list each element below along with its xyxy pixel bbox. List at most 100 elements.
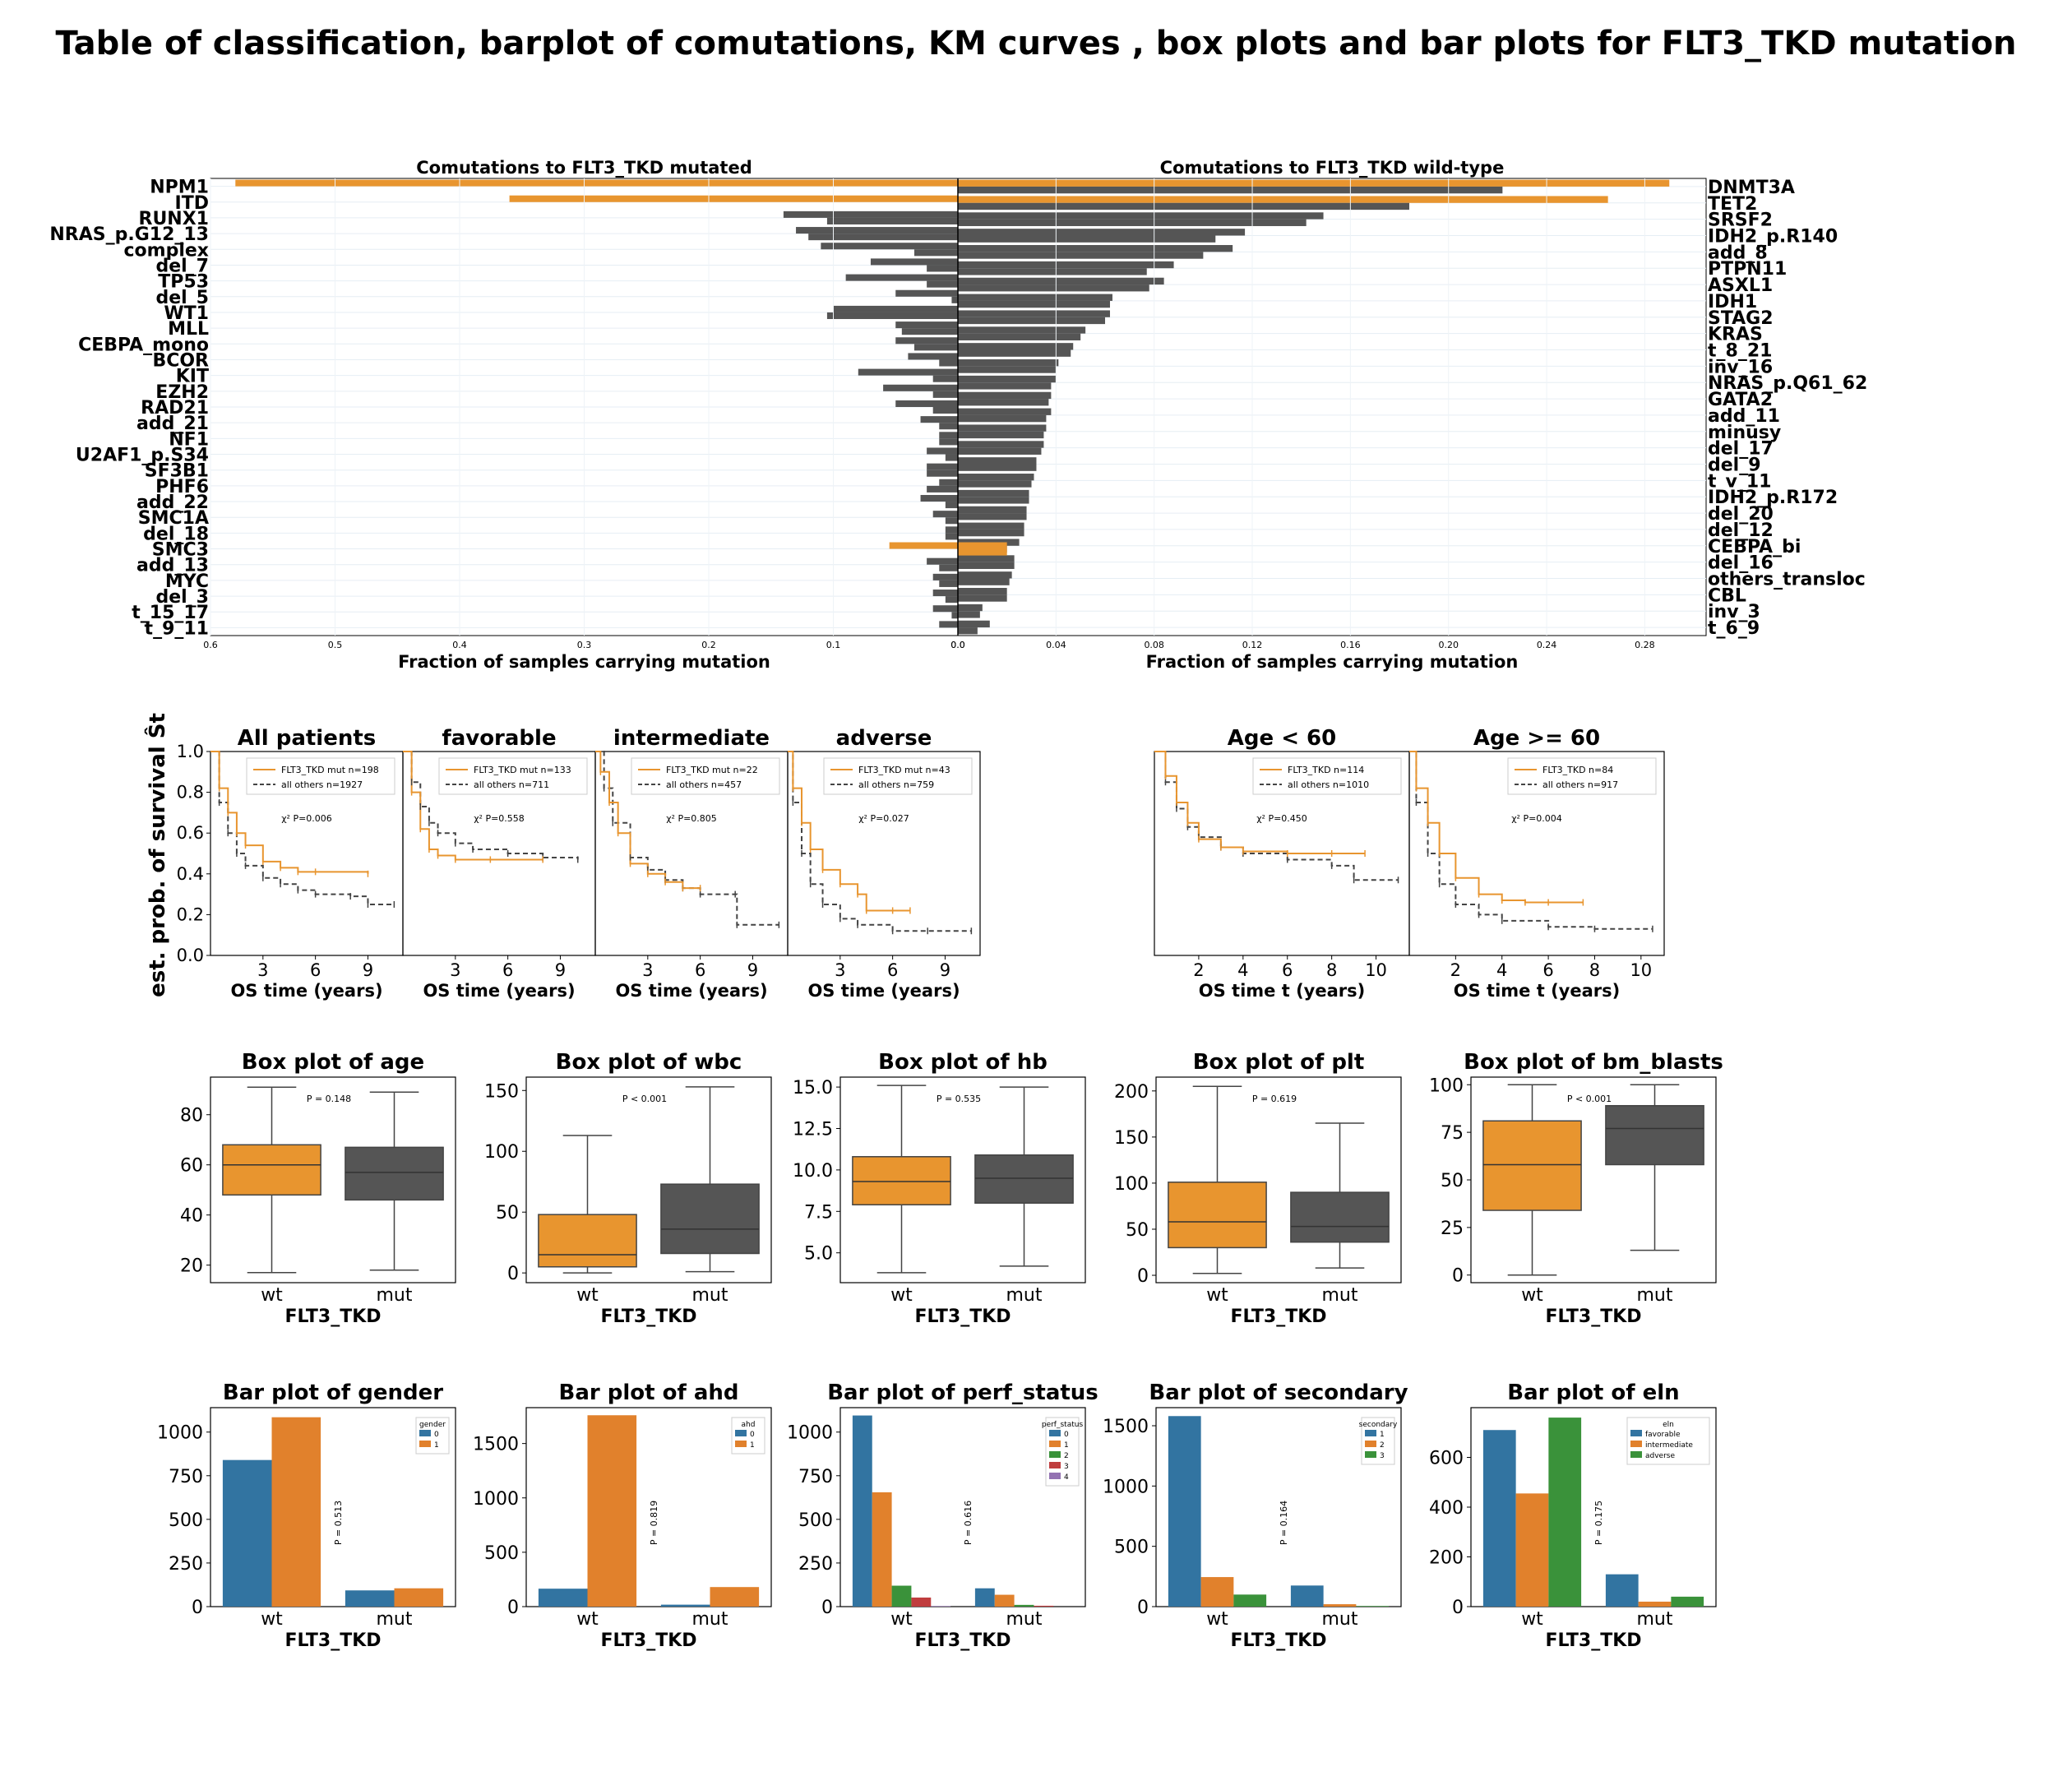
bar-legend-label: 0 xyxy=(750,1431,755,1439)
comut-bar xyxy=(939,423,958,430)
comut-bar xyxy=(920,416,958,423)
comut-bar xyxy=(958,441,1044,448)
bar-rect xyxy=(222,1459,272,1607)
box-ytick: 75 xyxy=(1441,1123,1464,1144)
comut-bar xyxy=(958,268,1147,275)
km-title: intermediate xyxy=(613,726,770,751)
km-pvalue: χ² P=0.027 xyxy=(858,813,909,824)
comut-left-label: NPM1 xyxy=(150,178,209,198)
comut-bar xyxy=(951,612,958,619)
comut-right-tick: 0.20 xyxy=(1438,640,1459,650)
comut-left-label: t_9_11 xyxy=(145,618,209,639)
km-ytick: 0.0 xyxy=(177,946,204,965)
km-ytick: 1.0 xyxy=(177,742,204,761)
bar-rect xyxy=(931,1606,951,1607)
comut-bar xyxy=(945,502,958,509)
bar-legend-swatch xyxy=(419,1441,431,1447)
comut-bar xyxy=(945,596,958,604)
comut-right-tick: 0.24 xyxy=(1537,640,1557,650)
km-legend xyxy=(438,757,588,795)
box-title: Box plot of plt xyxy=(1193,1050,1365,1075)
km-legend xyxy=(246,757,395,795)
bar-rect xyxy=(1014,1604,1034,1607)
bar-xtick: mut xyxy=(377,1609,413,1630)
comut-bar xyxy=(932,375,958,382)
km-pvalue: χ² P=0.450 xyxy=(1256,813,1307,824)
comut-bar xyxy=(958,284,1149,292)
comut-bar xyxy=(833,305,958,312)
bar-ytick: 600 xyxy=(1429,1449,1464,1469)
comut-bar xyxy=(808,234,958,241)
km-xtick: 6 xyxy=(502,960,513,980)
km-curve-others xyxy=(403,751,579,860)
comut-bar xyxy=(958,414,1047,423)
box-pvalue: P = 0.619 xyxy=(1252,1094,1297,1104)
bar-ytick: 750 xyxy=(798,1467,833,1487)
km-xtick: 3 xyxy=(257,960,268,980)
box-title: Box plot of age xyxy=(242,1050,424,1075)
bar-ytick: 1000 xyxy=(1103,1477,1149,1497)
comut-bar xyxy=(932,407,958,414)
bar-legend-label: adverse xyxy=(1645,1452,1675,1460)
comut-bar xyxy=(958,300,1110,308)
bar-legend-swatch xyxy=(1049,1462,1061,1468)
bar-pvalue: P = 0.819 xyxy=(649,1501,659,1545)
comut-left-label: RUNX1 xyxy=(139,209,210,229)
comut-left-label: TP53 xyxy=(158,272,209,293)
km-xtick: 9 xyxy=(555,960,566,980)
comut-left-label: KIT xyxy=(176,367,209,387)
comut-bar xyxy=(939,359,958,367)
km-ytick: 0.4 xyxy=(177,864,204,884)
comut-left-label: MYC xyxy=(165,571,209,592)
comut-right-label: GATA2 xyxy=(1708,390,1773,410)
comut-bar xyxy=(939,432,958,439)
comut-right-label: IDH1 xyxy=(1708,292,1757,312)
comut-left-tick: 0.4 xyxy=(452,640,467,650)
comut-right-tick: 0.0 xyxy=(950,640,965,650)
bar-ytick: 400 xyxy=(1429,1498,1464,1519)
bar-xtick: wt xyxy=(890,1609,913,1630)
km-xtick: 4 xyxy=(1237,960,1248,980)
comut-left-label: NF1 xyxy=(169,429,209,450)
km-pvalue: χ² P=0.004 xyxy=(1511,813,1562,824)
comut-left-tick: 0.1 xyxy=(826,640,841,650)
comut-right-label: add_8 xyxy=(1708,243,1768,263)
km-curve-others xyxy=(788,751,972,932)
comut-bar xyxy=(958,212,1324,220)
box-body xyxy=(1605,1104,1704,1166)
bar-legend-swatch xyxy=(1365,1441,1376,1447)
bar-rect xyxy=(1638,1601,1672,1607)
km-xtick: 9 xyxy=(940,960,950,980)
bar-legend-swatch xyxy=(1049,1430,1061,1436)
km-xtick: 8 xyxy=(1326,960,1337,980)
km-title: adverse xyxy=(836,726,932,751)
bar-xtick: wt xyxy=(261,1609,283,1630)
bar-legend-label: 0 xyxy=(434,1431,439,1439)
km-legend-mut: FLT3_TKD mut n=133 xyxy=(474,765,571,775)
bar-legend-label: 0 xyxy=(1064,1431,1069,1439)
comut-left-label: del_3 xyxy=(155,587,209,608)
bar-legend-label: 1 xyxy=(1064,1441,1069,1450)
bar-legend-swatch xyxy=(1049,1473,1061,1479)
comut-right-title: Comutations to FLT3_TKD wild-type xyxy=(1160,158,1505,178)
bar-rect xyxy=(538,1589,588,1607)
comut-bar xyxy=(958,529,1024,537)
comut-bar xyxy=(927,447,958,455)
comut-bar xyxy=(958,506,1027,514)
comut-left-title: Comutations to FLT3_TKD mutated xyxy=(416,158,752,178)
comut-right-label: del_17 xyxy=(1708,439,1774,460)
bar-legend-title: secondary xyxy=(1359,1421,1398,1429)
box-ytick: 40 xyxy=(180,1206,203,1227)
bar-legend-title: gender xyxy=(419,1421,446,1429)
comut-left-label: WT1 xyxy=(164,303,209,324)
comut-bar xyxy=(958,578,1010,585)
comut-bar xyxy=(958,474,1034,481)
comut-bar xyxy=(951,296,958,303)
comut-bar xyxy=(958,261,1174,269)
km-xtick: 4 xyxy=(1496,960,1507,980)
bar-pvalue: P = 0.616 xyxy=(963,1501,974,1545)
comut-bar xyxy=(870,258,958,266)
box-body xyxy=(974,1154,1074,1204)
km-xlabel: OS time t (years) xyxy=(1454,981,1620,1001)
box-ytick: 50 xyxy=(496,1203,519,1223)
